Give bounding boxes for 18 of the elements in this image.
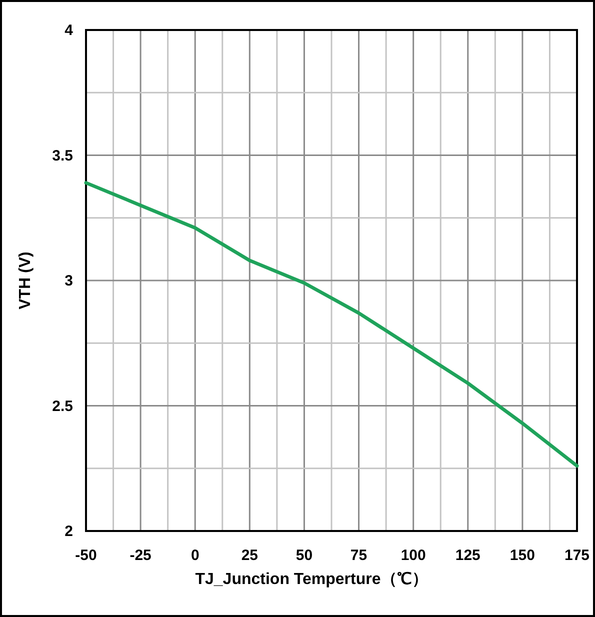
y-tick-label: 4 [64,22,74,39]
y-tick-label: 3.5 [52,147,73,164]
y-tick-label: 2 [64,523,73,540]
x-tick-label: 75 [350,547,368,564]
x-tick-label: 100 [400,547,426,564]
x-tick-label: 0 [190,547,200,564]
x-tick-label: 25 [241,547,258,564]
y-tick-label: 3 [64,272,73,290]
line-series [84,181,579,468]
x-tick-label: 175 [564,547,590,564]
x-tick-label: -25 [130,547,152,564]
x-tick-label: 150 [510,547,535,564]
y-tick-label: 2.5 [52,398,73,415]
y-axis-title: VTH (V) [17,252,34,310]
x-axis-title: TJ_Junction Temperture（℃） [195,571,428,588]
x-tick-label: -50 [75,547,97,564]
x-tick-label: 50 [296,547,313,564]
x-tick-label: 125 [455,547,480,564]
